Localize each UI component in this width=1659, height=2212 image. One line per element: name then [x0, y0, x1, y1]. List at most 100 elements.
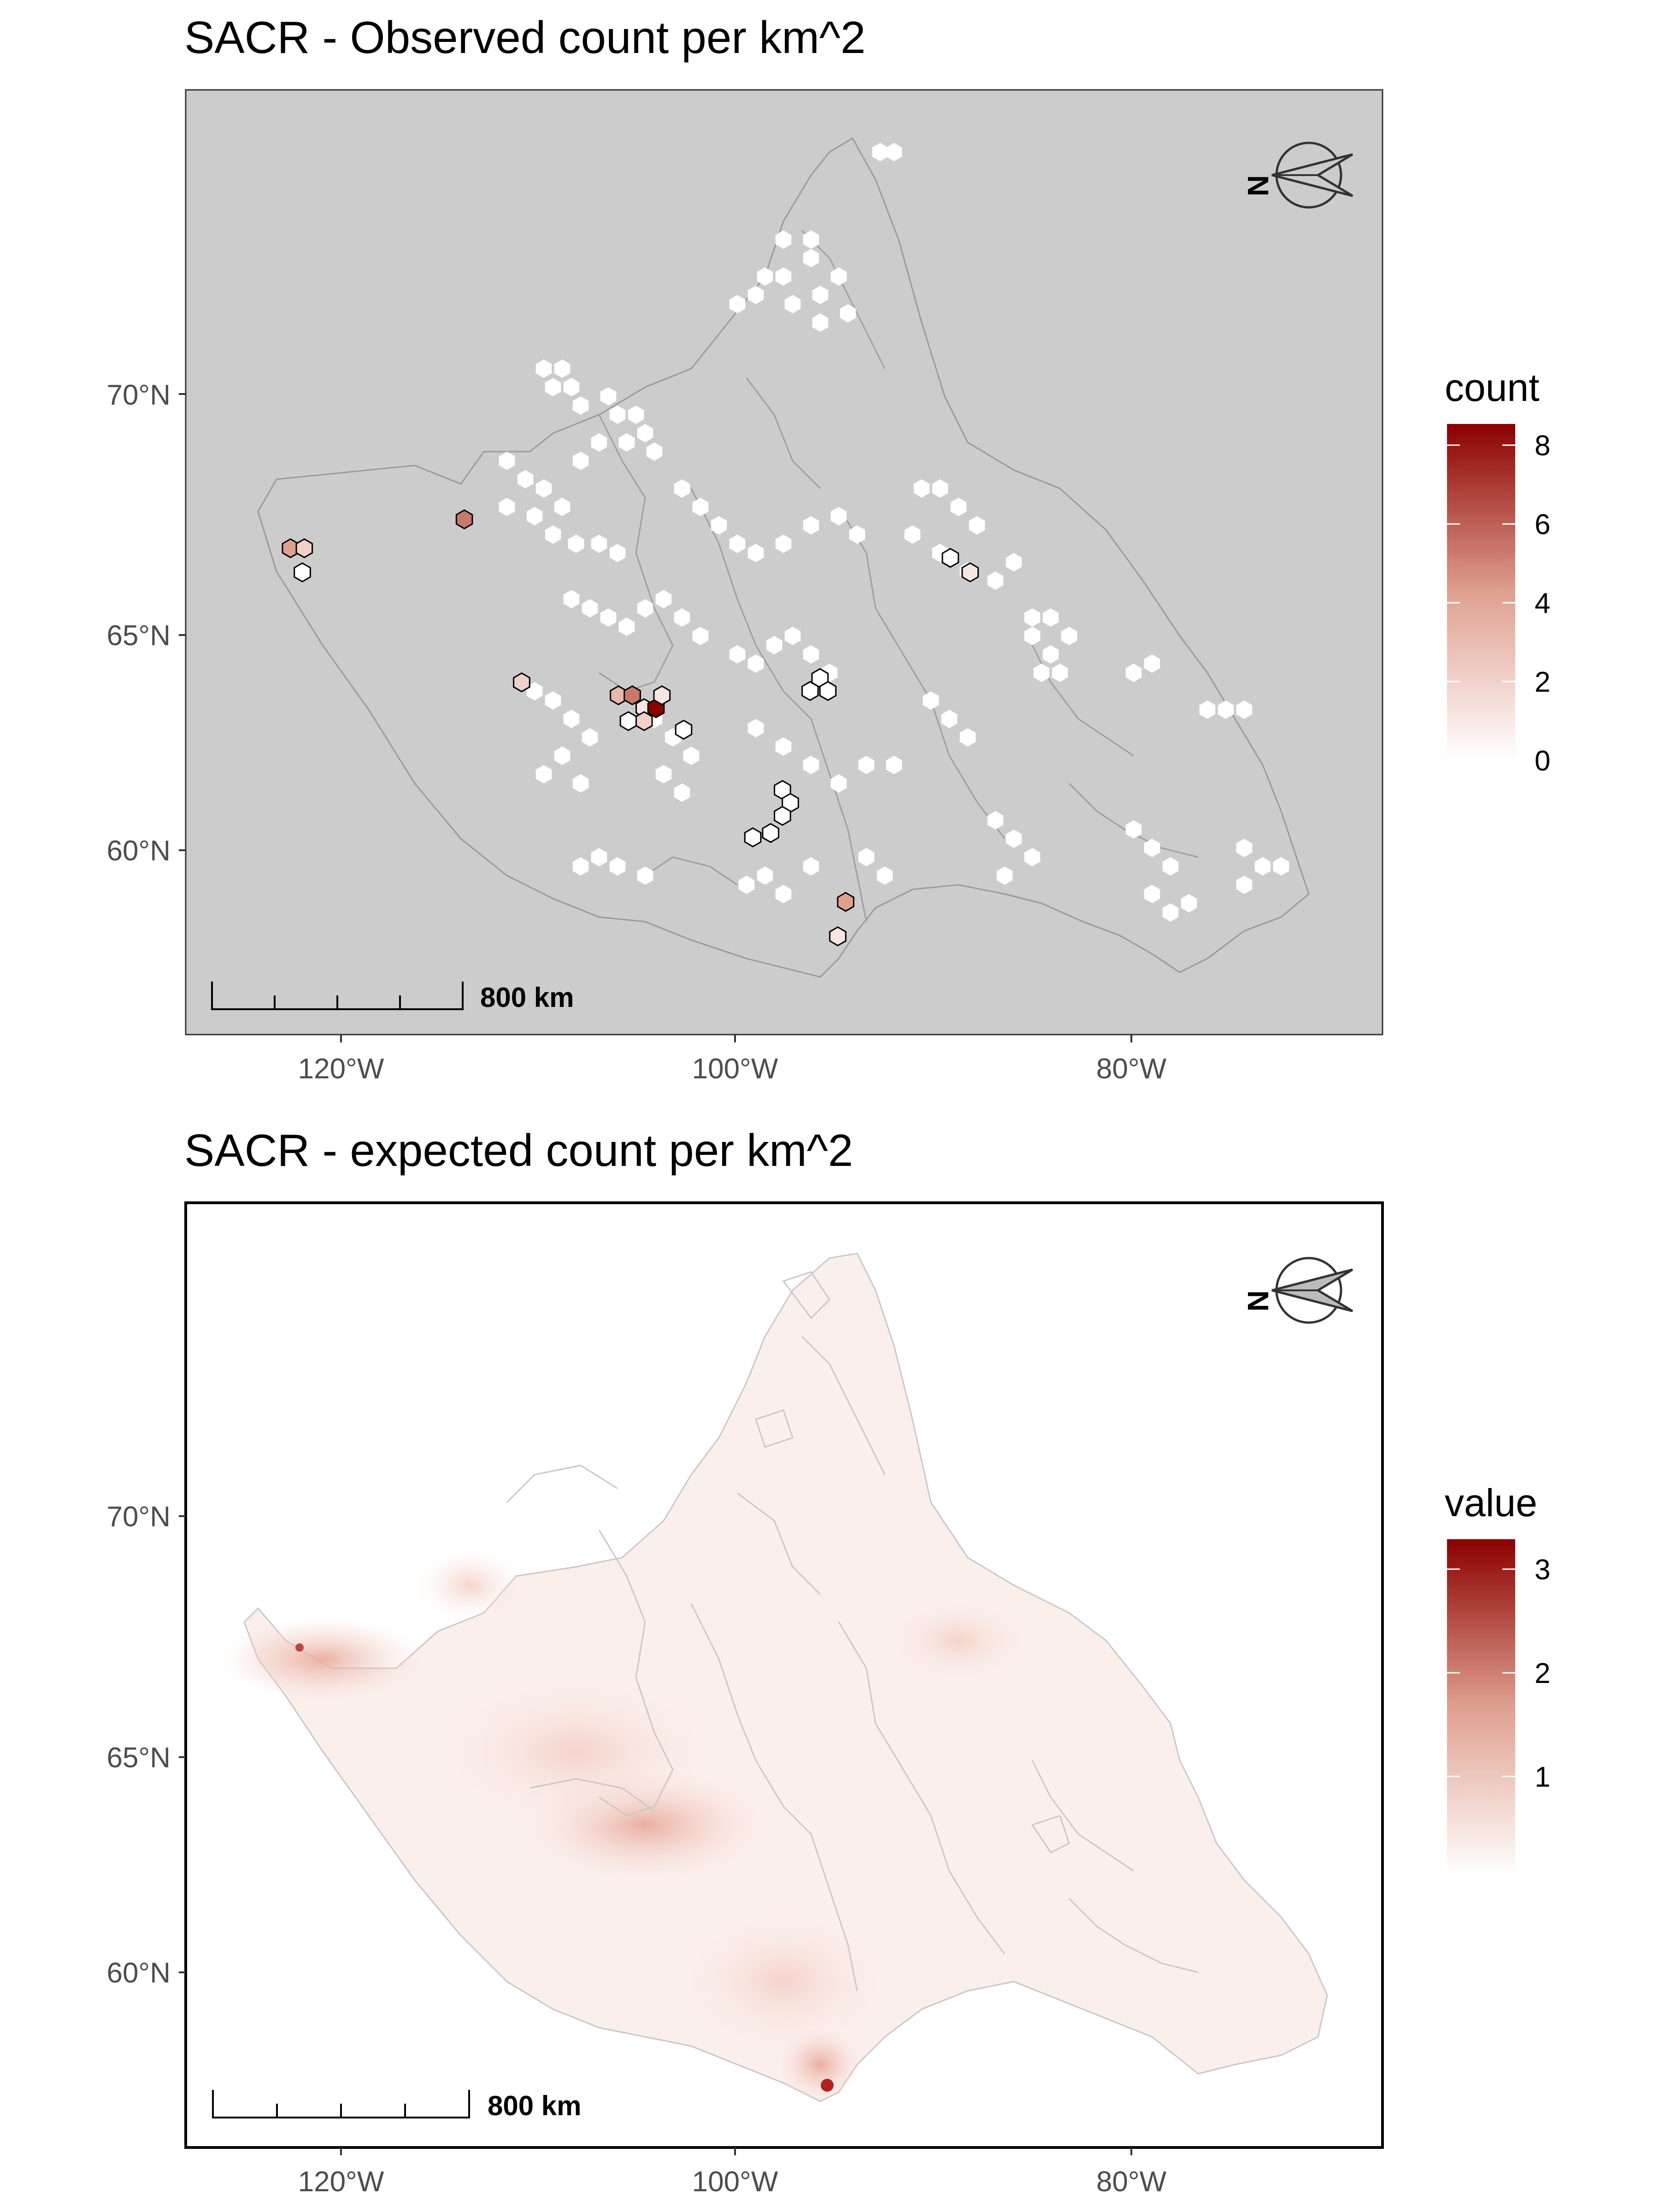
survey-cell: [959, 728, 976, 747]
survey-cell: [1144, 654, 1160, 673]
survey-cell: [554, 747, 571, 765]
survey-cell: [969, 516, 985, 535]
survey-cell: [757, 866, 773, 885]
survey-cell: [803, 249, 819, 267]
expected-panel: SACR - expected count per km^2: [106, 1125, 1550, 2198]
survey-cell: [803, 857, 819, 876]
survey-cell: [775, 267, 792, 286]
survey-cell: [1218, 700, 1234, 719]
count-hex: [635, 711, 653, 731]
survey-cell: [618, 618, 635, 636]
observed-y-tick-70: 70°N: [106, 379, 171, 411]
survey-cell: [1199, 700, 1216, 719]
survey-cell: [517, 470, 534, 488]
survey-cell: [1273, 857, 1289, 876]
survey-cell: [554, 498, 571, 516]
survey-cell: [600, 387, 617, 406]
survey-cell: [1042, 645, 1059, 664]
survey-cell: [646, 442, 663, 461]
count-hex: [624, 685, 641, 706]
survey-cell: [904, 525, 921, 544]
survey-cell: [499, 452, 515, 470]
survey-cell: [858, 756, 875, 774]
survey-cell: [738, 876, 755, 894]
survey-cell: [572, 396, 589, 415]
count-hex: [294, 562, 311, 582]
north-arrow-label-1: N: [1241, 175, 1275, 196]
survey-cell: [637, 599, 653, 618]
survey-cell: [674, 608, 690, 627]
observed-legend-label-0: 0: [1535, 745, 1550, 777]
survey-cell: [535, 479, 552, 498]
survey-cell: [886, 143, 902, 161]
survey-cell: [1236, 700, 1253, 719]
survey-cell: [655, 765, 672, 783]
survey-cell: [1052, 664, 1068, 682]
survey-cell: [674, 479, 690, 498]
count-hex: [513, 672, 530, 693]
scale-bar-label-1: 800 km: [480, 982, 574, 1013]
expected-x-tick-100w: 100°W: [692, 2166, 778, 2198]
count-hex: [961, 562, 979, 582]
survey-cell: [784, 627, 801, 645]
expected-y-tick-70: 70°N: [106, 1501, 171, 1533]
observed-legend-label-8: 8: [1535, 430, 1550, 462]
survey-cell: [711, 516, 727, 535]
observed-territory-outline: [257, 137, 1310, 978]
survey-cell: [872, 143, 888, 161]
survey-cell: [618, 433, 635, 452]
survey-cell: [803, 756, 819, 774]
survey-cell: [563, 378, 580, 396]
survey-cell: [729, 295, 746, 313]
survey-cell: [692, 627, 709, 645]
survey-cell: [830, 267, 847, 286]
observed-panel: SACR - Observed count per km^2 N: [106, 12, 1550, 1085]
survey-cell: [591, 848, 607, 866]
survey-cell: [1144, 839, 1160, 857]
survey-cell: [1254, 857, 1271, 876]
survey-cell: [591, 433, 607, 452]
survey-cell: [572, 774, 589, 793]
survey-cell: [637, 424, 653, 442]
expected-legend-label-3: 3: [1535, 1554, 1550, 1586]
survey-cell: [609, 544, 626, 562]
count-hex: [762, 823, 779, 843]
expected-legend-label-1: 1: [1535, 1761, 1550, 1793]
count-hex: [837, 892, 854, 912]
survey-cell: [545, 691, 561, 710]
survey-cell: [554, 359, 571, 378]
observed-y-tick-60: 60°N: [106, 835, 171, 867]
expected-legend-colorbar: [1447, 1539, 1515, 1876]
survey-cell: [582, 728, 598, 747]
observed-x-tick-120w: 120°W: [298, 1053, 384, 1085]
survey-cell: [655, 590, 672, 608]
count-hex: [829, 926, 847, 947]
observed-legend-label-2: 2: [1535, 666, 1550, 698]
observed-legend-label-4: 4: [1535, 588, 1550, 619]
survey-cell: [526, 507, 543, 525]
survey-cell: [775, 885, 792, 903]
expected-legend-title: value: [1445, 1481, 1537, 1524]
survey-cell: [1024, 627, 1041, 645]
count-hex: [455, 509, 473, 529]
observed-x-tick-100w: 100°W: [692, 1053, 778, 1085]
survey-cell: [637, 866, 653, 885]
survey-cell: [1162, 903, 1179, 922]
observed-x-tick-80w: 80°W: [1096, 1053, 1167, 1085]
survey-cell: [858, 848, 875, 866]
survey-cell: [535, 359, 552, 378]
survey-cell: [1236, 839, 1253, 857]
survey-cell: [830, 507, 847, 525]
survey-cell: [932, 479, 948, 498]
survey-cell: [1236, 876, 1253, 894]
survey-cell: [729, 535, 746, 553]
count-hex: [941, 547, 959, 568]
survey-cell: [757, 267, 773, 286]
survey-cell: [674, 783, 690, 802]
observed-survey-cells: [499, 143, 1289, 922]
survey-cell: [941, 710, 958, 728]
survey-cell: [913, 479, 930, 498]
observed-count-hexes: [282, 509, 979, 947]
survey-cell: [692, 498, 709, 516]
